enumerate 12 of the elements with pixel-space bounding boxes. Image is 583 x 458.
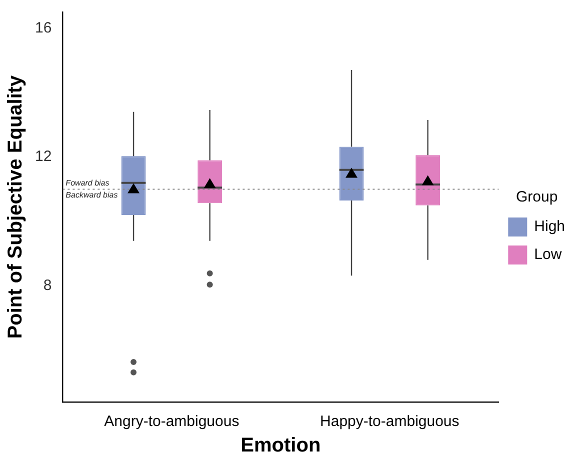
x-tick-label: Happy-to-ambiguous: [320, 413, 460, 430]
annotation: Foward bias: [66, 178, 110, 188]
y-tick-label: 12: [34, 148, 52, 166]
legend-label: Low: [534, 246, 562, 264]
y-tick-label: 16: [34, 19, 52, 36]
y-axis-title: Point of Subjective Equality: [4, 74, 27, 339]
y-tick-label: 8: [43, 277, 52, 294]
legend-label: High: [534, 218, 566, 236]
annotation: Backward bias: [66, 190, 118, 200]
legend-title: Group: [516, 188, 558, 206]
x-tick-label: Angry-to-ambiguous: [104, 413, 240, 430]
x-axis-title: Emotion: [240, 434, 321, 457]
